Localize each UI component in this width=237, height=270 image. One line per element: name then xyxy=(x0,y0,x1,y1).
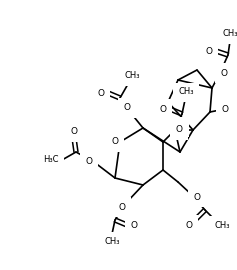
Text: CH₃: CH₃ xyxy=(124,72,140,80)
Text: O: O xyxy=(220,69,228,77)
Text: O: O xyxy=(123,103,131,113)
Text: CH₃: CH₃ xyxy=(178,87,194,96)
Text: O: O xyxy=(160,104,167,113)
Text: O: O xyxy=(97,89,105,97)
Text: CH₃: CH₃ xyxy=(222,29,237,39)
Text: O: O xyxy=(186,221,192,229)
Text: O: O xyxy=(205,46,213,56)
Text: O: O xyxy=(111,137,118,147)
Text: O: O xyxy=(177,123,183,131)
Text: O: O xyxy=(86,157,92,167)
Text: H₃C: H₃C xyxy=(43,156,59,164)
Text: O: O xyxy=(131,221,137,229)
Text: O: O xyxy=(193,193,201,201)
Text: CH₃: CH₃ xyxy=(104,237,120,245)
Text: O: O xyxy=(70,127,77,137)
Text: O: O xyxy=(118,202,126,211)
Text: O: O xyxy=(176,126,182,134)
Text: O: O xyxy=(222,106,228,114)
Text: CH₃: CH₃ xyxy=(214,221,230,229)
